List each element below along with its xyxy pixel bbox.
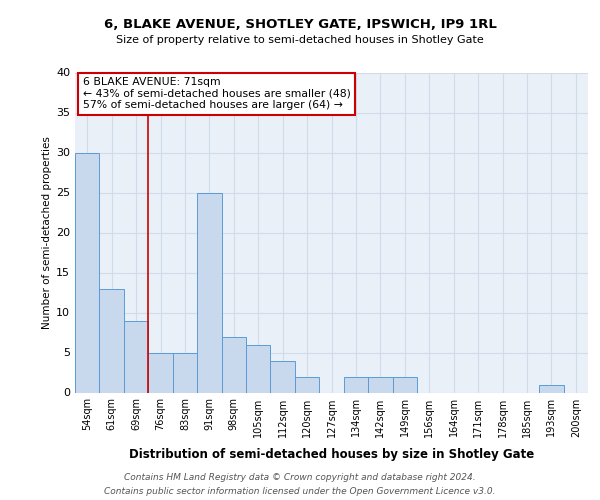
Text: Contains public sector information licensed under the Open Government Licence v3: Contains public sector information licen… xyxy=(104,488,496,496)
Text: 6 BLAKE AVENUE: 71sqm
← 43% of semi-detached houses are smaller (48)
57% of semi: 6 BLAKE AVENUE: 71sqm ← 43% of semi-deta… xyxy=(83,78,350,110)
Bar xyxy=(344,376,368,392)
X-axis label: Distribution of semi-detached houses by size in Shotley Gate: Distribution of semi-detached houses by … xyxy=(129,448,534,461)
Y-axis label: Number of semi-detached properties: Number of semi-detached properties xyxy=(42,136,52,329)
Bar xyxy=(75,152,100,392)
Text: Contains HM Land Registry data © Crown copyright and database right 2024.: Contains HM Land Registry data © Crown c… xyxy=(124,472,476,482)
Bar xyxy=(295,376,319,392)
Text: 6, BLAKE AVENUE, SHOTLEY GATE, IPSWICH, IP9 1RL: 6, BLAKE AVENUE, SHOTLEY GATE, IPSWICH, … xyxy=(104,18,496,30)
Bar xyxy=(246,344,271,393)
Bar xyxy=(539,384,563,392)
Bar xyxy=(368,376,392,392)
Bar xyxy=(148,352,173,393)
Bar xyxy=(197,192,221,392)
Text: Size of property relative to semi-detached houses in Shotley Gate: Size of property relative to semi-detach… xyxy=(116,35,484,45)
Bar xyxy=(100,288,124,393)
Bar xyxy=(221,336,246,392)
Bar xyxy=(271,360,295,392)
Bar xyxy=(392,376,417,392)
Bar xyxy=(124,320,148,392)
Bar xyxy=(173,352,197,393)
